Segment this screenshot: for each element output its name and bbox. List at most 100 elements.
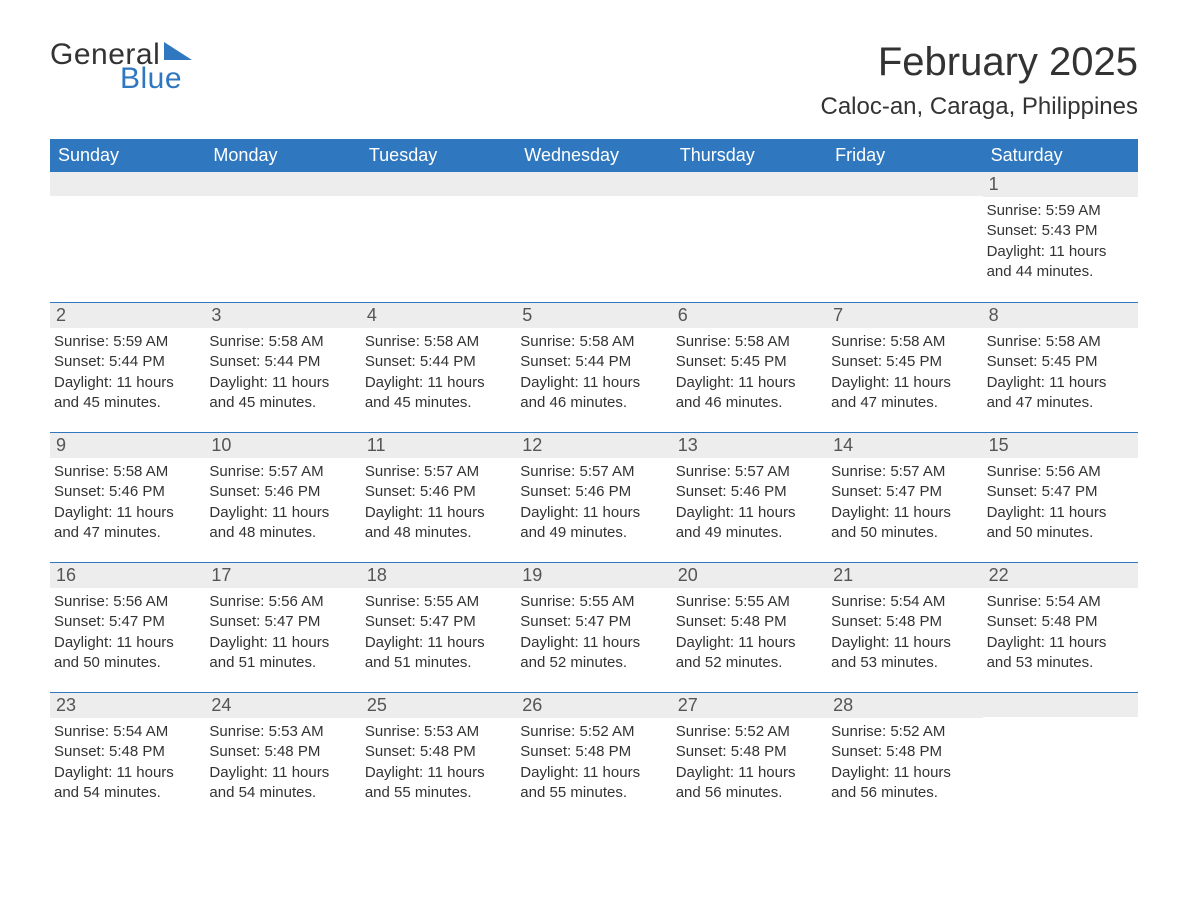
day-details: [361, 196, 516, 214]
sunset-text: Sunset: 5:46 PM: [520, 482, 667, 502]
daylight-text: Daylight: 11 hours and 50 minutes.: [54, 633, 201, 674]
daylight-text: Daylight: 11 hours and 51 minutes.: [365, 633, 512, 674]
day-number: [827, 172, 982, 196]
day-cell: 13Sunrise: 5:57 AMSunset: 5:46 PMDayligh…: [672, 433, 827, 562]
day-details: [205, 196, 360, 214]
day-number: 19: [516, 563, 671, 588]
sunset-text: Sunset: 5:48 PM: [987, 612, 1134, 632]
daylight-text: Daylight: 11 hours and 47 minutes.: [54, 503, 201, 544]
day-cell: [50, 172, 205, 302]
day-details: Sunrise: 5:56 AMSunset: 5:47 PMDaylight:…: [205, 588, 360, 687]
sunrise-text: Sunrise: 5:58 AM: [520, 332, 667, 352]
day-cell: 20Sunrise: 5:55 AMSunset: 5:48 PMDayligh…: [672, 563, 827, 692]
day-cell: 3Sunrise: 5:58 AMSunset: 5:44 PMDaylight…: [205, 303, 360, 432]
daylight-text: Daylight: 11 hours and 55 minutes.: [520, 763, 667, 804]
logo: General Blue: [50, 40, 192, 94]
daylight-text: Daylight: 11 hours and 54 minutes.: [54, 763, 201, 804]
daylight-text: Daylight: 11 hours and 56 minutes.: [676, 763, 823, 804]
day-details: [672, 196, 827, 214]
week-row: 2Sunrise: 5:59 AMSunset: 5:44 PMDaylight…: [50, 302, 1138, 432]
day-details: Sunrise: 5:58 AMSunset: 5:46 PMDaylight:…: [50, 458, 205, 557]
day-details: Sunrise: 5:55 AMSunset: 5:47 PMDaylight:…: [361, 588, 516, 687]
sunrise-text: Sunrise: 5:52 AM: [520, 722, 667, 742]
days-of-week-row: SundayMondayTuesdayWednesdayThursdayFrid…: [50, 139, 1138, 172]
day-details: Sunrise: 5:57 AMSunset: 5:46 PMDaylight:…: [672, 458, 827, 557]
day-details: Sunrise: 5:54 AMSunset: 5:48 PMDaylight:…: [827, 588, 982, 687]
sunrise-text: Sunrise: 5:55 AM: [676, 592, 823, 612]
day-number: [983, 693, 1138, 717]
sunrise-text: Sunrise: 5:58 AM: [676, 332, 823, 352]
sunset-text: Sunset: 5:44 PM: [54, 352, 201, 372]
month-title: February 2025: [820, 40, 1138, 85]
daylight-text: Daylight: 11 hours and 47 minutes.: [831, 373, 978, 414]
day-number: 1: [983, 172, 1138, 197]
sunset-text: Sunset: 5:45 PM: [676, 352, 823, 372]
calendar: SundayMondayTuesdayWednesdayThursdayFrid…: [50, 139, 1138, 822]
sunset-text: Sunset: 5:47 PM: [54, 612, 201, 632]
sunset-text: Sunset: 5:47 PM: [831, 482, 978, 502]
day-details: Sunrise: 5:57 AMSunset: 5:46 PMDaylight:…: [516, 458, 671, 557]
daylight-text: Daylight: 11 hours and 45 minutes.: [365, 373, 512, 414]
day-number: [361, 172, 516, 196]
day-cell: 26Sunrise: 5:52 AMSunset: 5:48 PMDayligh…: [516, 693, 671, 822]
day-cell: 11Sunrise: 5:57 AMSunset: 5:46 PMDayligh…: [361, 433, 516, 562]
dow-cell: Saturday: [983, 139, 1138, 172]
sunrise-text: Sunrise: 5:53 AM: [209, 722, 356, 742]
sunrise-text: Sunrise: 5:57 AM: [209, 462, 356, 482]
day-cell: [516, 172, 671, 302]
day-number: 4: [361, 303, 516, 328]
day-number: 8: [983, 303, 1138, 328]
sunset-text: Sunset: 5:47 PM: [209, 612, 356, 632]
day-details: Sunrise: 5:58 AMSunset: 5:44 PMDaylight:…: [361, 328, 516, 427]
day-cell: [205, 172, 360, 302]
day-cell: [361, 172, 516, 302]
day-details: Sunrise: 5:58 AMSunset: 5:45 PMDaylight:…: [827, 328, 982, 427]
dow-cell: Tuesday: [361, 139, 516, 172]
sunrise-text: Sunrise: 5:54 AM: [831, 592, 978, 612]
dow-cell: Thursday: [672, 139, 827, 172]
day-details: [827, 196, 982, 214]
day-number: 6: [672, 303, 827, 328]
day-number: 17: [205, 563, 360, 588]
daylight-text: Daylight: 11 hours and 54 minutes.: [209, 763, 356, 804]
day-number: 23: [50, 693, 205, 718]
day-cell: 7Sunrise: 5:58 AMSunset: 5:45 PMDaylight…: [827, 303, 982, 432]
daylight-text: Daylight: 11 hours and 44 minutes.: [987, 242, 1134, 283]
day-number: 14: [827, 433, 982, 458]
day-cell: 19Sunrise: 5:55 AMSunset: 5:47 PMDayligh…: [516, 563, 671, 692]
week-row: 23Sunrise: 5:54 AMSunset: 5:48 PMDayligh…: [50, 692, 1138, 822]
dow-cell: Wednesday: [516, 139, 671, 172]
sunrise-text: Sunrise: 5:54 AM: [54, 722, 201, 742]
week-row: 1Sunrise: 5:59 AMSunset: 5:43 PMDaylight…: [50, 172, 1138, 302]
day-cell: 4Sunrise: 5:58 AMSunset: 5:44 PMDaylight…: [361, 303, 516, 432]
daylight-text: Daylight: 11 hours and 52 minutes.: [520, 633, 667, 674]
day-details: [50, 196, 205, 214]
sunrise-text: Sunrise: 5:59 AM: [54, 332, 201, 352]
day-number: 3: [205, 303, 360, 328]
day-cell: 22Sunrise: 5:54 AMSunset: 5:48 PMDayligh…: [983, 563, 1138, 692]
flag-icon: [164, 42, 192, 64]
day-cell: 27Sunrise: 5:52 AMSunset: 5:48 PMDayligh…: [672, 693, 827, 822]
daylight-text: Daylight: 11 hours and 55 minutes.: [365, 763, 512, 804]
day-details: Sunrise: 5:52 AMSunset: 5:48 PMDaylight:…: [827, 718, 982, 817]
daylight-text: Daylight: 11 hours and 45 minutes.: [209, 373, 356, 414]
day-cell: [827, 172, 982, 302]
sunset-text: Sunset: 5:48 PM: [676, 612, 823, 632]
sunset-text: Sunset: 5:48 PM: [676, 742, 823, 762]
day-cell: 6Sunrise: 5:58 AMSunset: 5:45 PMDaylight…: [672, 303, 827, 432]
daylight-text: Daylight: 11 hours and 49 minutes.: [676, 503, 823, 544]
sunrise-text: Sunrise: 5:58 AM: [54, 462, 201, 482]
daylight-text: Daylight: 11 hours and 50 minutes.: [987, 503, 1134, 544]
day-number: 21: [827, 563, 982, 588]
day-cell: 10Sunrise: 5:57 AMSunset: 5:46 PMDayligh…: [205, 433, 360, 562]
daylight-text: Daylight: 11 hours and 48 minutes.: [209, 503, 356, 544]
day-details: Sunrise: 5:59 AMSunset: 5:44 PMDaylight:…: [50, 328, 205, 427]
day-cell: 9Sunrise: 5:58 AMSunset: 5:46 PMDaylight…: [50, 433, 205, 562]
day-number: 26: [516, 693, 671, 718]
daylight-text: Daylight: 11 hours and 48 minutes.: [365, 503, 512, 544]
daylight-text: Daylight: 11 hours and 56 minutes.: [831, 763, 978, 804]
sunset-text: Sunset: 5:43 PM: [987, 221, 1134, 241]
day-number: 28: [827, 693, 982, 718]
daylight-text: Daylight: 11 hours and 50 minutes.: [831, 503, 978, 544]
sunset-text: Sunset: 5:46 PM: [676, 482, 823, 502]
